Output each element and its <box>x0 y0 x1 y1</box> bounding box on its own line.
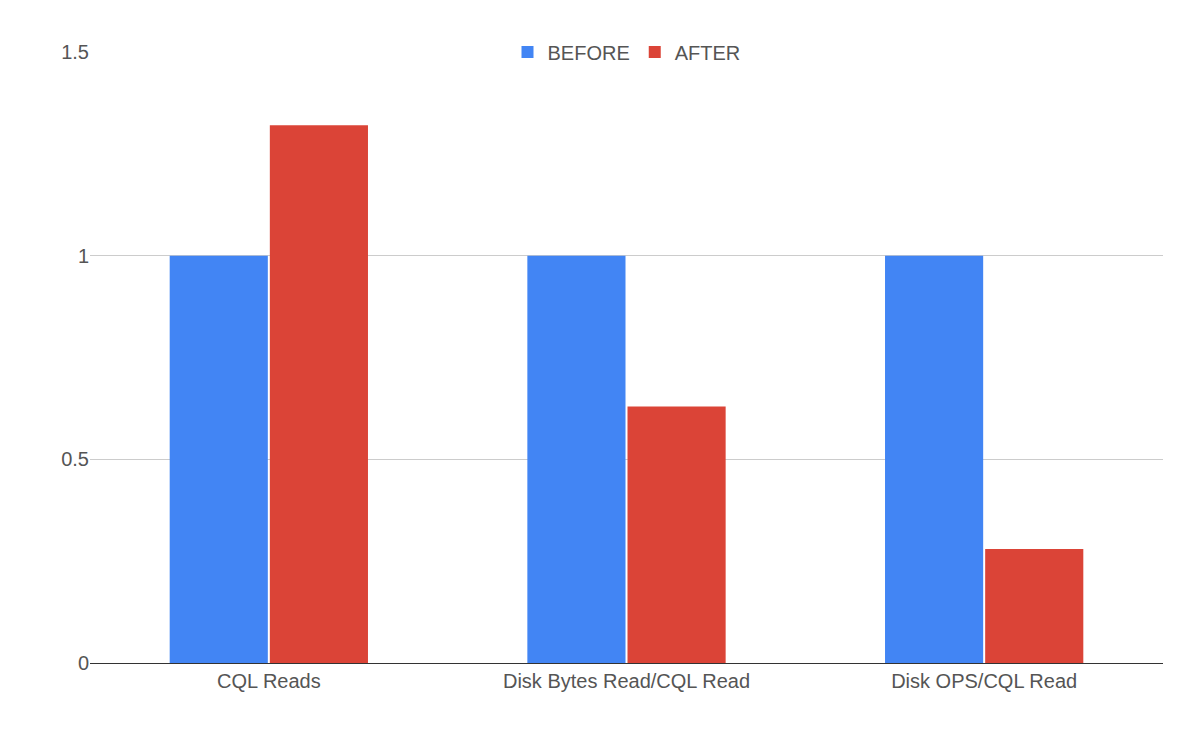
svg-text:1.5: 1.5 <box>61 41 89 63</box>
svg-text:0: 0 <box>78 652 89 674</box>
svg-text:0.5: 0.5 <box>61 448 89 470</box>
svg-text:BEFORE: BEFORE <box>548 42 630 64</box>
svg-text:CQL Reads: CQL Reads <box>217 670 321 692</box>
svg-text:Disk Bytes Read/CQL Read: Disk Bytes Read/CQL Read <box>503 670 750 692</box>
svg-text:Disk OPS/CQL Read: Disk OPS/CQL Read <box>891 670 1077 692</box>
svg-text:AFTER: AFTER <box>675 42 741 64</box>
svg-text:1: 1 <box>78 245 89 267</box>
